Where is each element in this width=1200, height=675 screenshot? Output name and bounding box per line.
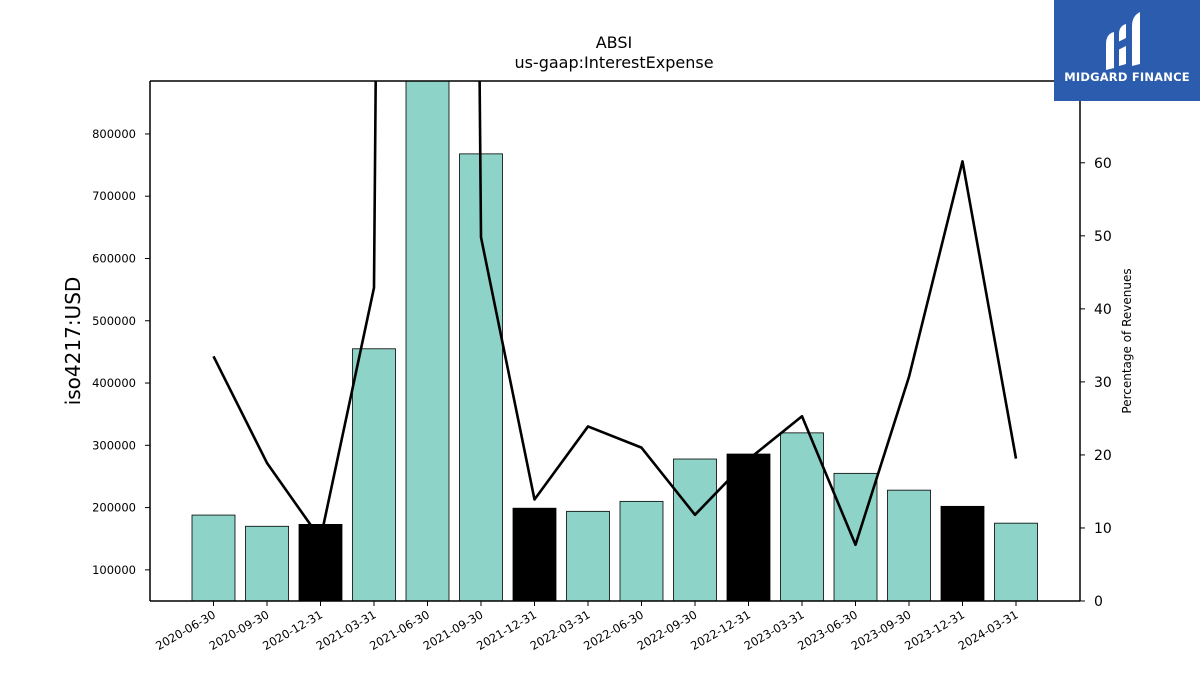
bar-2021-12-31 — [512, 507, 557, 601]
x-tick-label: 2020-09-30 — [207, 607, 272, 653]
x-tick-label: 2024-03-31 — [956, 607, 1021, 653]
y2-tick-label: 60 — [1094, 156, 1112, 172]
bar-2022-09-30 — [673, 458, 717, 601]
logo-mark-icon — [1106, 12, 1140, 70]
y-tick-label: 800000 — [92, 127, 136, 141]
x-tick-label: 2021-06-30 — [367, 607, 432, 653]
percentage-line — [212, 81, 1018, 547]
x-tick-label: 2022-09-30 — [635, 607, 700, 653]
x-tick-label: 2021-03-31 — [314, 607, 379, 653]
y2-tick-label: 10 — [1094, 521, 1112, 537]
bar-2024-03-31 — [994, 522, 1038, 601]
x-tick-label: 2023-12-31 — [902, 607, 967, 653]
midgard-finance-logo: MIDGARD FINANCE — [1054, 0, 1200, 101]
bar-2023-03-31 — [780, 432, 824, 601]
y-axis-ticks: 100000 200000 300000 400000 500000 600000 7000… — [92, 127, 150, 577]
secondary-y-axis-ticks: 0 10 20 30 40 50 60 — [1080, 156, 1112, 610]
y2-tick-label: 50 — [1094, 229, 1112, 245]
y-tick-label: 200000 — [92, 501, 136, 515]
y2-tick-label: 30 — [1094, 375, 1112, 391]
chart-subtitle: us-gaap:InterestExpense — [514, 53, 713, 72]
percentage-line-series — [212, 81, 1018, 547]
bar-series — [191, 81, 1038, 601]
y-axis-label: iso4217:USD — [61, 277, 85, 406]
axes — [149, 80, 1081, 602]
y-tick-label: 600000 — [92, 251, 136, 265]
x-tick-label: 2022-03-31 — [528, 607, 593, 653]
y2-tick-label: 20 — [1094, 448, 1112, 464]
bar-2023-06-30 — [833, 472, 878, 601]
x-tick-label: 2020-06-30 — [153, 607, 218, 653]
x-axis-ticks: 2020-06-302020-09-302020-12-312021-03-31… — [153, 601, 1021, 653]
x-tick-label: 2021-12-31 — [474, 607, 539, 653]
y2-tick-label: 0 — [1094, 594, 1103, 610]
logo-text: MIDGARD FINANCE — [1064, 70, 1190, 84]
bar-2021-03-31 — [352, 348, 396, 601]
y-tick-label: 400000 — [92, 376, 136, 390]
x-tick-label: 2021-09-30 — [421, 607, 486, 653]
y-tick-label: 100000 — [92, 563, 136, 577]
chart-title: ABSI — [596, 33, 633, 52]
bar-2023-09-30 — [887, 489, 931, 601]
secondary-y-axis-label: Percentage of Revenues — [1120, 268, 1134, 413]
x-tick-label: 2022-12-31 — [688, 607, 753, 653]
x-tick-label: 2023-03-31 — [742, 607, 807, 653]
bar-2020-09-30 — [245, 525, 289, 601]
x-tick-label: 2023-09-30 — [849, 607, 914, 653]
y-tick-label: 700000 — [92, 189, 136, 203]
x-tick-label: 2022-06-30 — [581, 607, 646, 653]
bar-2022-06-30 — [619, 500, 664, 601]
bar-2021-06-30 — [405, 81, 450, 601]
x-tick-label: 2020-12-31 — [260, 607, 325, 653]
x-tick-label: 2023-06-30 — [795, 607, 860, 653]
bar-2022-03-31 — [566, 510, 610, 601]
bar-2022-12-31 — [726, 453, 771, 601]
y-tick-label: 300000 — [92, 438, 136, 452]
bar-2023-12-31 — [940, 505, 985, 601]
y2-tick-label: 40 — [1094, 302, 1112, 318]
bar-2020-06-30 — [191, 514, 236, 601]
y-tick-label: 500000 — [92, 314, 136, 328]
